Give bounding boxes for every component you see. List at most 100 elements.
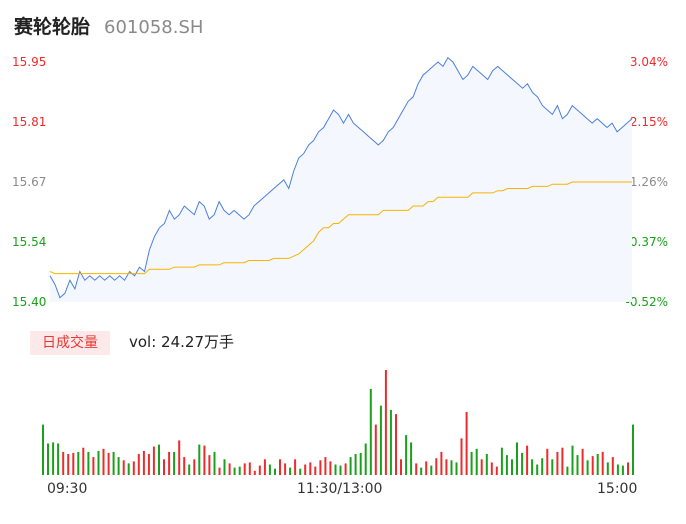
volume-bar bbox=[253, 470, 256, 475]
volume-bar bbox=[263, 459, 266, 476]
volume-bar bbox=[183, 457, 186, 475]
volume-bar bbox=[294, 459, 297, 476]
volume-bar bbox=[490, 462, 493, 475]
volume-bar bbox=[168, 451, 171, 475]
volume-bar bbox=[147, 454, 150, 475]
volume-bar bbox=[243, 463, 246, 475]
volume-bar bbox=[536, 464, 539, 475]
volume-bar bbox=[364, 443, 367, 475]
volume-bar bbox=[107, 452, 110, 475]
volume-bar bbox=[193, 459, 196, 476]
volume-bar bbox=[581, 448, 584, 476]
volume-bar bbox=[137, 454, 140, 475]
volume-bar bbox=[309, 462, 312, 475]
volume-bar bbox=[632, 424, 634, 475]
y-left-tick-3: 15.67 bbox=[12, 175, 47, 189]
volume-bar bbox=[97, 450, 100, 476]
y-right-tick-5: -0.52% bbox=[625, 295, 668, 309]
volume-bar bbox=[571, 445, 574, 475]
y-left-tick-4: 15.54 bbox=[12, 235, 47, 249]
volume-bar bbox=[52, 442, 55, 475]
volume-bar bbox=[455, 462, 458, 475]
volume-bar bbox=[77, 451, 80, 475]
price-area bbox=[50, 57, 632, 302]
volume-bar bbox=[561, 447, 564, 475]
volume-bar bbox=[551, 459, 554, 476]
volume-bar bbox=[627, 462, 629, 475]
y-right-tick-3: 1.26% bbox=[629, 175, 668, 189]
volume-bar bbox=[299, 468, 302, 475]
y-right-tick-1: 3.04% bbox=[629, 55, 668, 69]
volume-bar bbox=[591, 456, 594, 475]
volume-bar bbox=[304, 464, 307, 475]
volume-bar bbox=[616, 464, 619, 475]
volume-bar bbox=[203, 445, 206, 475]
volume-bar bbox=[228, 463, 231, 475]
volume-bar bbox=[531, 459, 534, 476]
volume-bar bbox=[112, 451, 115, 475]
volume-bar bbox=[460, 438, 463, 476]
volume-bar bbox=[67, 454, 70, 475]
volume-bar bbox=[42, 424, 44, 475]
volume-bar bbox=[57, 443, 60, 475]
y-left-tick-2: 15.81 bbox=[12, 115, 47, 129]
volume-bar bbox=[152, 446, 155, 475]
volume-bar bbox=[238, 466, 241, 475]
volume-bar bbox=[47, 443, 49, 475]
volume-bar bbox=[384, 370, 387, 475]
y-right-tick-2: 2.15% bbox=[629, 115, 668, 129]
volume-bar bbox=[379, 405, 382, 475]
volume-bar bbox=[117, 457, 120, 475]
volume-bar bbox=[354, 454, 357, 475]
volume-bar bbox=[334, 464, 337, 475]
volume-bar bbox=[198, 444, 201, 475]
volume-bar bbox=[485, 454, 488, 475]
volume-bar bbox=[223, 459, 226, 476]
volume-bar bbox=[349, 457, 352, 475]
avg-price-line bbox=[49, 181, 632, 275]
volume-bar bbox=[541, 458, 544, 475]
volume-bar bbox=[233, 467, 236, 475]
volume-bar bbox=[516, 442, 518, 475]
volume-bar bbox=[395, 414, 397, 475]
volume-bar bbox=[465, 412, 468, 475]
volume-bar bbox=[324, 457, 327, 475]
volume-bar bbox=[122, 460, 125, 475]
volume-tab[interactable]: 日成交量 bbox=[30, 331, 110, 355]
volume-bar bbox=[173, 451, 176, 475]
y-left-tick-1: 15.95 bbox=[12, 55, 47, 69]
volume-bar bbox=[500, 447, 503, 475]
volume-bar bbox=[72, 452, 75, 475]
volume-bar bbox=[268, 464, 271, 475]
volume-bar bbox=[329, 461, 332, 476]
volume-bar bbox=[450, 460, 453, 475]
volume-bar bbox=[369, 388, 372, 475]
volume-bar bbox=[435, 458, 438, 475]
volume-bar bbox=[62, 451, 65, 475]
volume-bar bbox=[606, 462, 609, 475]
volume-bar bbox=[274, 468, 276, 475]
volume-bar bbox=[475, 448, 478, 476]
price-line bbox=[49, 56, 633, 299]
volume-bar bbox=[213, 451, 216, 475]
volume-bar bbox=[611, 457, 614, 475]
volume-bar bbox=[621, 465, 624, 475]
volume-readout: vol: 24.27万手 bbox=[129, 333, 234, 351]
volume-bar bbox=[586, 460, 589, 475]
volume-bar bbox=[158, 444, 160, 475]
y-left-tick-5: 15.40 bbox=[12, 295, 47, 309]
volume-bar bbox=[92, 457, 95, 475]
volume-bar bbox=[511, 459, 513, 476]
volume-bar bbox=[279, 459, 281, 476]
volume-bar bbox=[344, 463, 347, 475]
volume-bar bbox=[389, 409, 392, 475]
volume-bar bbox=[132, 461, 135, 476]
stock-code: 601058.SH bbox=[104, 17, 204, 38]
volume-bar bbox=[405, 435, 408, 475]
volume-bar bbox=[521, 452, 524, 475]
volume-bar bbox=[410, 442, 413, 475]
volume-bar bbox=[127, 463, 130, 475]
volume-bar bbox=[314, 466, 317, 475]
volume-bar bbox=[415, 463, 418, 475]
